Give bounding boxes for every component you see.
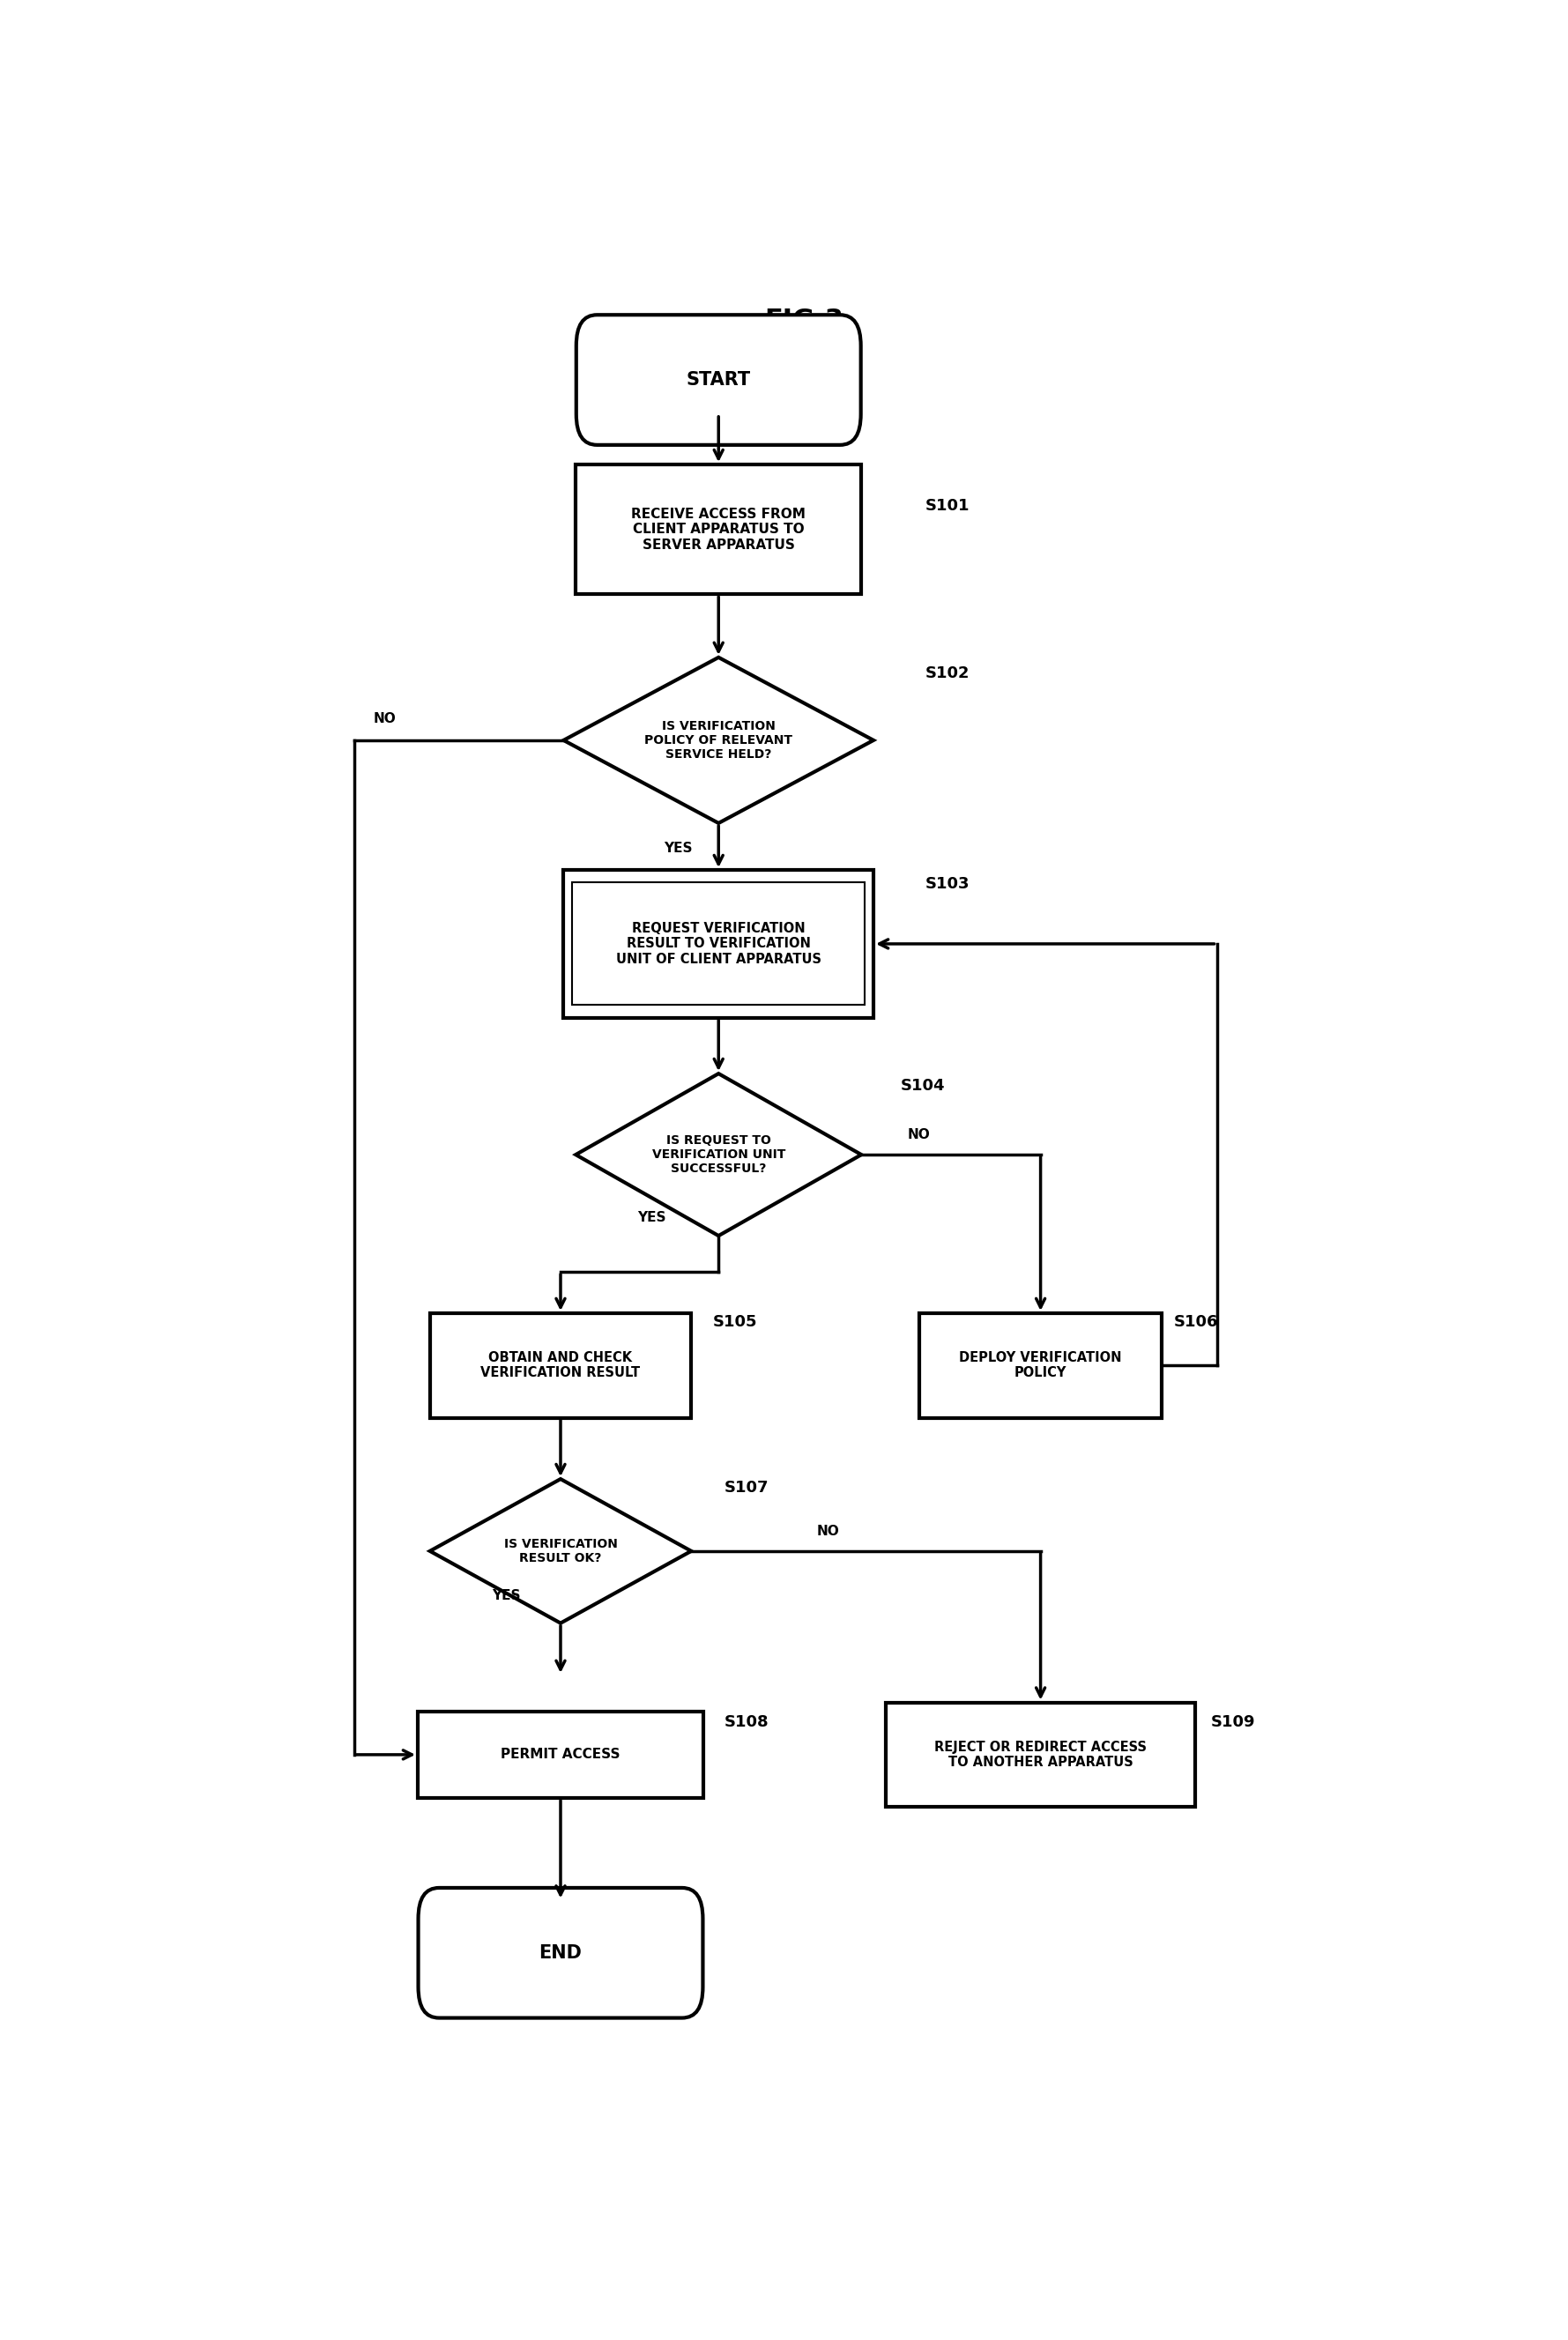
Polygon shape <box>575 1074 861 1236</box>
Bar <box>919 1313 1162 1418</box>
Bar <box>563 870 873 1018</box>
Text: S101: S101 <box>925 498 969 515</box>
Text: IS VERIFICATION
RESULT OK?: IS VERIFICATION RESULT OK? <box>503 1537 618 1565</box>
Text: YES: YES <box>637 1212 666 1224</box>
Text: FIG.3: FIG.3 <box>764 307 844 332</box>
Polygon shape <box>430 1479 691 1624</box>
Text: PERMIT ACCESS: PERMIT ACCESS <box>500 1748 621 1762</box>
Polygon shape <box>563 658 873 824</box>
Text: NO: NO <box>373 711 395 725</box>
Text: REJECT OR REDIRECT ACCESS
TO ANOTHER APPARATUS: REJECT OR REDIRECT ACCESS TO ANOTHER APP… <box>935 1741 1146 1769</box>
Text: S109: S109 <box>1210 1715 1256 1729</box>
Text: DEPLOY VERIFICATION
POLICY: DEPLOY VERIFICATION POLICY <box>960 1350 1121 1381</box>
Text: IS VERIFICATION
POLICY OF RELEVANT
SERVICE HELD?: IS VERIFICATION POLICY OF RELEVANT SERVI… <box>644 721 792 760</box>
Text: YES: YES <box>663 842 693 854</box>
FancyBboxPatch shape <box>419 1888 702 2017</box>
Text: S102: S102 <box>925 665 969 681</box>
Text: S105: S105 <box>712 1315 757 1329</box>
Bar <box>575 466 861 594</box>
Text: S107: S107 <box>724 1481 770 1495</box>
Text: RECEIVE ACCESS FROM
CLIENT APPARATUS TO
SERVER APPARATUS: RECEIVE ACCESS FROM CLIENT APPARATUS TO … <box>632 508 806 552</box>
FancyBboxPatch shape <box>575 316 861 445</box>
Text: S103: S103 <box>925 878 969 892</box>
Text: NO: NO <box>908 1128 930 1142</box>
Text: S106: S106 <box>1174 1315 1218 1329</box>
Text: REQUEST VERIFICATION
RESULT TO VERIFICATION
UNIT OF CLIENT APPARATUS: REQUEST VERIFICATION RESULT TO VERIFICAT… <box>616 922 822 966</box>
Text: NO: NO <box>817 1526 839 1537</box>
Text: IS REQUEST TO
VERIFICATION UNIT
SUCCESSFUL?: IS REQUEST TO VERIFICATION UNIT SUCCESSF… <box>652 1135 786 1175</box>
Text: YES: YES <box>491 1589 521 1603</box>
Text: S104: S104 <box>900 1079 946 1095</box>
Text: START: START <box>687 372 751 388</box>
Bar <box>886 1704 1195 1806</box>
Bar <box>572 882 866 1006</box>
Text: OBTAIN AND CHECK
VERIFICATION RESULT: OBTAIN AND CHECK VERIFICATION RESULT <box>481 1350 640 1381</box>
Text: END: END <box>539 1945 582 1961</box>
Text: S108: S108 <box>724 1715 770 1729</box>
Bar <box>430 1313 691 1418</box>
Bar <box>417 1711 704 1797</box>
